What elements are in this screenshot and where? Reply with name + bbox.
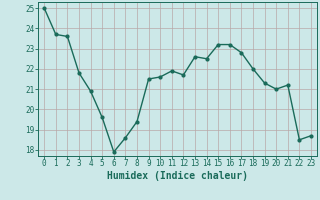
- X-axis label: Humidex (Indice chaleur): Humidex (Indice chaleur): [107, 171, 248, 181]
